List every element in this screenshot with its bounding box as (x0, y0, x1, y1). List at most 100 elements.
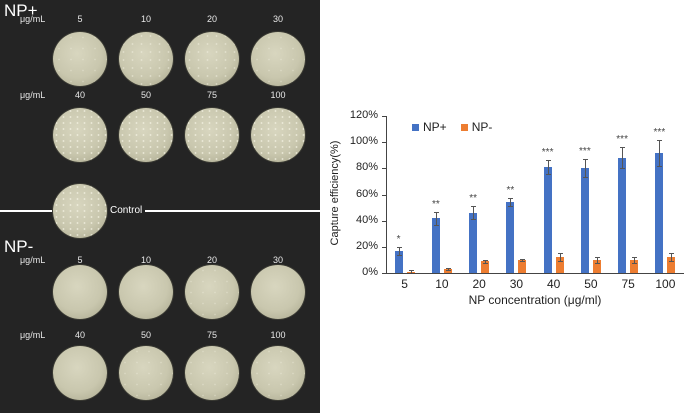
unit-label: μg/mL (20, 330, 46, 340)
error-bar-cap (396, 254, 402, 256)
unit-label: μg/mL (20, 255, 46, 265)
x-tick-label: 50 (584, 277, 598, 291)
concentration-label: 30 (272, 255, 283, 265)
y-tick-label: 0% (362, 266, 378, 278)
error-bar (671, 253, 673, 262)
petri-dish (119, 346, 173, 400)
legend: NP+ NP- (412, 120, 492, 134)
y-tick (382, 273, 386, 274)
error-bar (447, 267, 449, 271)
y-tick (382, 142, 386, 144)
error-bar-cap (669, 261, 675, 263)
error-bar (584, 159, 586, 178)
bar-np-plus (543, 167, 552, 273)
np-plus-label: NP+ (4, 1, 38, 20)
concentration-label: 75 (206, 330, 217, 340)
x-tick-label: 75 (621, 277, 635, 291)
y-tick-label: 40% (355, 213, 378, 226)
petri-dish (185, 265, 239, 319)
legend-label-np-plus: NP+ (423, 120, 447, 134)
y-tick (382, 194, 386, 196)
x-axis-title: NP concentration (μg/ml) (468, 293, 602, 307)
petri-dish (251, 108, 305, 162)
error-bar-cap (408, 270, 414, 272)
error-bar (522, 258, 524, 262)
significance-marker: * (396, 233, 401, 245)
error-bar (398, 246, 400, 255)
concentration-label: 10 (140, 14, 151, 24)
error-bar (559, 253, 561, 262)
x-tick-label: 5 (401, 277, 408, 291)
error-bar-cap (545, 173, 551, 175)
y-tick-label: 20% (355, 239, 378, 252)
error-bar-cap (620, 147, 626, 149)
error-bar-cap (433, 211, 439, 213)
unit-label: μg/mL (20, 14, 46, 24)
x-tick-label: 40 (546, 277, 561, 291)
petri-dish (251, 265, 305, 319)
error-bar (435, 211, 437, 225)
error-bar-cap (520, 261, 526, 263)
error-bar-cap (433, 224, 439, 226)
legend-label-np-minus: NP- (471, 120, 493, 134)
y-tick-label: 80% (355, 161, 378, 174)
error-bar-cap (445, 270, 451, 272)
petri-dish (119, 32, 173, 86)
petri-dish (185, 108, 239, 162)
error-bar-cap (557, 253, 563, 255)
unit-label: μg/mL (20, 90, 46, 100)
petri-dish (53, 346, 107, 400)
petri-dish (185, 346, 239, 400)
error-bar-cap (620, 168, 626, 170)
petri-dish (119, 108, 173, 162)
concentration-label: 30 (272, 14, 283, 24)
error-bar-cap (582, 159, 588, 161)
error-bar-cap (632, 257, 638, 259)
bar-np-minus (630, 259, 639, 273)
petri-dish (119, 265, 173, 319)
error-bar-cap (582, 177, 588, 179)
bar-np-plus (506, 202, 515, 273)
error-bar-cap (669, 253, 675, 255)
error-bar-cap (545, 160, 551, 162)
y-tick (382, 168, 386, 170)
bar-np-minus (518, 259, 527, 273)
y-tick (382, 220, 386, 222)
petri-dish (185, 32, 239, 86)
bar-np-plus (394, 250, 403, 273)
control-label: Control (110, 205, 143, 216)
bar-np-plus (469, 212, 478, 273)
bar-np-plus (618, 157, 627, 273)
x-tick-label: 10 (435, 277, 449, 291)
x-tick-label: 30 (509, 277, 524, 291)
x-tick-label: 20 (472, 277, 486, 291)
significance-marker: *** (616, 134, 628, 146)
error-bar-cap (396, 246, 402, 248)
error-bar-cap (657, 139, 663, 141)
bar-np-minus (592, 259, 601, 273)
error-bar-cap (520, 258, 526, 260)
control-dish (53, 184, 107, 238)
y-tick-label: 120% (349, 109, 378, 121)
error-bar-cap (508, 206, 514, 208)
error-bar (410, 270, 412, 273)
error-bar (622, 147, 624, 169)
significance-marker: *** (579, 146, 591, 158)
concentration-label: 5 (77, 255, 83, 265)
error-bar (596, 257, 598, 263)
significance-marker: ** (431, 198, 440, 210)
error-bar (634, 257, 636, 263)
divider-line-left (0, 210, 52, 212)
error-bar (473, 206, 475, 220)
divider-line-right (145, 210, 320, 212)
concentration-label: 40 (74, 90, 85, 100)
legend-swatch-np-minus (460, 123, 468, 131)
significance-marker: ** (506, 185, 515, 197)
concentration-label: 40 (74, 330, 85, 340)
petri-dish (53, 265, 107, 319)
concentration-label: 5 (77, 14, 83, 24)
concentration-label: 20 (206, 14, 217, 24)
significance-marker: ** (469, 193, 478, 205)
error-bar-cap (508, 198, 514, 200)
error-bar-cap (632, 262, 638, 264)
